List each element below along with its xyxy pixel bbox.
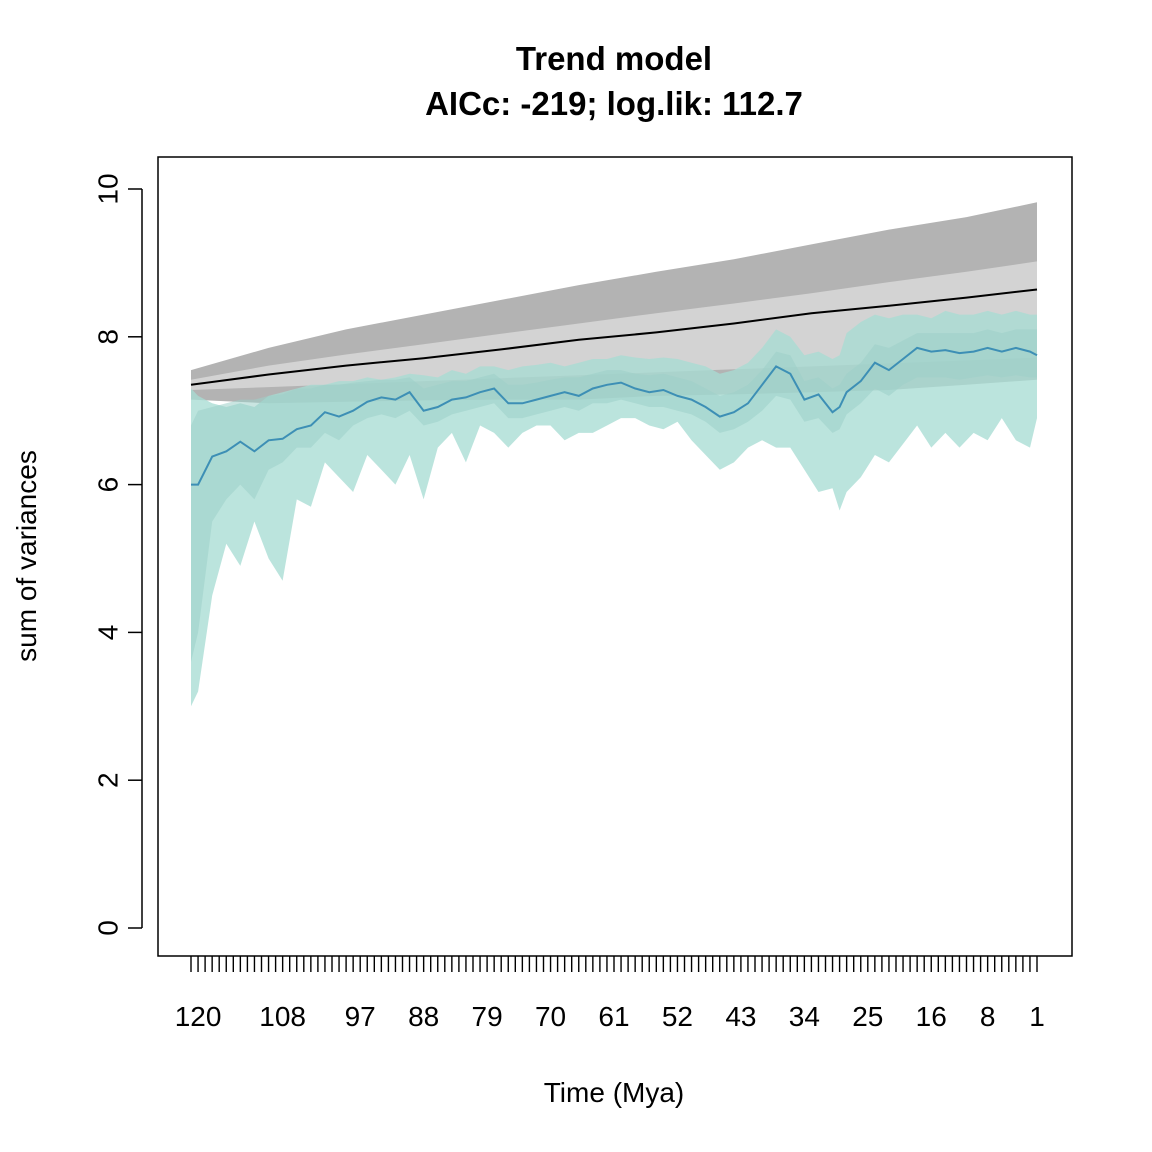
x-tick-label: 70 xyxy=(535,1001,566,1032)
x-tick-label: 97 xyxy=(345,1001,376,1032)
x-tick-label: 52 xyxy=(662,1001,693,1032)
y-tick-label: 4 xyxy=(93,625,124,641)
y-tick-label: 6 xyxy=(93,477,124,493)
x-tick-label: 8 xyxy=(980,1001,996,1032)
y-tick-label: 8 xyxy=(93,329,124,345)
x-tick-label: 79 xyxy=(472,1001,503,1032)
plot-area xyxy=(190,202,1038,707)
x-tick-label: 34 xyxy=(789,1001,820,1032)
x-tick-label: 108 xyxy=(259,1001,306,1032)
x-tick-label: 88 xyxy=(408,1001,439,1032)
x-tick-label: 120 xyxy=(175,1001,222,1032)
chart-subtitle: AICc: -219; log.lik: 112.7 xyxy=(425,85,803,122)
y-tick-label: 0 xyxy=(93,920,124,936)
y-axis: 0 2 4 6 8 10 xyxy=(93,173,143,936)
y-tick-label: 2 xyxy=(93,772,124,788)
x-axis-label: Time (Mya) xyxy=(544,1077,685,1108)
x-tick-label: 1 xyxy=(1029,1001,1045,1032)
observed-median-line xyxy=(191,346,1038,486)
y-axis-label: sum of variances xyxy=(11,450,42,662)
x-tick-label: 43 xyxy=(725,1001,756,1032)
model-median-line xyxy=(190,288,1038,386)
x-tick-label: 25 xyxy=(852,1001,883,1032)
chart-title: Trend model xyxy=(516,40,712,77)
plot-frame xyxy=(157,156,1073,957)
x-tick-label: 61 xyxy=(598,1001,629,1032)
observed-inner-band xyxy=(191,329,1037,662)
x-tick-label: 16 xyxy=(916,1001,947,1032)
x-axis: 120 108 97 88 79 70 61 52 43 34 25 16 8 1 xyxy=(175,956,1045,1032)
y-tick-label: 10 xyxy=(93,173,124,204)
